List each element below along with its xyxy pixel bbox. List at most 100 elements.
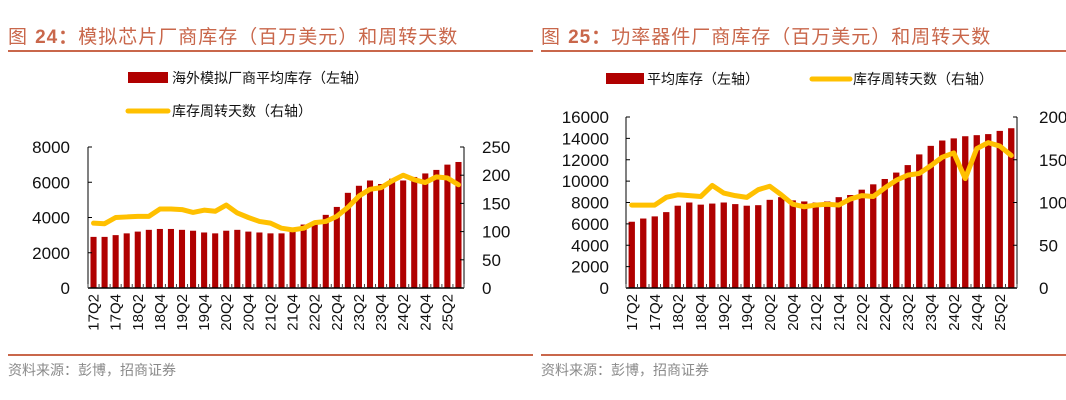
source-note: 资料来源：彭博，招商证券 — [541, 363, 709, 379]
bar — [433, 169, 440, 288]
bar — [950, 138, 957, 288]
y-right-tick-label: 50 — [482, 251, 501, 270]
title-text: 模拟芯片厂商库存（百万美元）和周转天数 — [78, 26, 459, 48]
bar — [732, 204, 739, 288]
bar — [400, 180, 407, 288]
chart-title: 图 25：功率器件厂商库存（百万美元）和周转天数 — [541, 22, 991, 49]
bar — [686, 202, 693, 288]
title-prefix: 图 — [541, 26, 562, 48]
bar — [743, 205, 750, 288]
bar — [663, 212, 670, 288]
y-right-tick-label: 150 — [482, 194, 510, 213]
bar — [422, 173, 429, 288]
legend-label: 库存周转天数（右轴） — [172, 104, 312, 120]
bar — [651, 216, 658, 288]
bar — [123, 233, 130, 288]
bar — [789, 200, 796, 288]
x-tick-label: 24Q4 — [417, 294, 434, 331]
y-right-tick-label: 50 — [1039, 236, 1058, 255]
y-left-tick-label: 14000 — [562, 129, 609, 148]
chart-panel-analog: 图 24：模拟芯片厂商库存（百万美元）和周转天数 海外模拟厂商平均库存（左轴） 库… — [8, 0, 533, 400]
legend-label: 平均库存（左轴） — [647, 72, 759, 88]
x-tick-label: 23Q2 — [351, 294, 368, 331]
y-right-tick-label: 200 — [1039, 108, 1066, 127]
bar — [893, 172, 900, 288]
bar — [778, 197, 785, 288]
bar — [90, 236, 97, 288]
bar — [245, 231, 252, 288]
bar — [824, 201, 831, 288]
x-tick-label: 22Q4 — [877, 294, 894, 331]
bar — [973, 135, 980, 288]
y-left-tick-label: 8000 — [32, 138, 70, 157]
bar — [289, 231, 296, 288]
line-points — [631, 142, 1012, 207]
source-divider — [541, 354, 1066, 356]
x-tick-label: 19Q4 — [739, 294, 756, 331]
x-tick-label: 20Q2 — [762, 294, 779, 331]
bar — [812, 202, 819, 288]
legend: 平均库存（左轴） 库存周转天数（右轴） — [606, 72, 993, 88]
line-points — [93, 175, 459, 231]
y-right-tick-label: 150 — [1039, 151, 1066, 170]
x-tick-label: 20Q2 — [218, 294, 235, 331]
y-left-tick-label: 0 — [61, 279, 70, 298]
x-tick-label: 21Q2 — [262, 294, 279, 331]
x-tick-label: 22Q4 — [329, 294, 346, 331]
x-tick-label: 19Q2 — [716, 294, 733, 331]
y-left-tick-label: 2000 — [571, 258, 609, 277]
bar — [234, 229, 241, 288]
y-right-tick-label: 200 — [482, 166, 510, 185]
bar — [112, 235, 119, 288]
bar — [674, 205, 681, 288]
bar — [870, 184, 877, 288]
x-tick-label: 18Q4 — [152, 294, 169, 331]
axes: 0 2000 4000 6000 8000 0 50 100 150 200 250 17Q2 17Q4… — [32, 138, 510, 331]
chart-title: 图 24：模拟芯片厂商库存（百万美元）和周转天数 — [8, 22, 458, 49]
bar — [344, 192, 351, 288]
x-tick-label: 17Q2 — [86, 294, 103, 331]
x-tick-label: 23Q4 — [923, 294, 940, 331]
bar — [322, 214, 329, 288]
bar-series — [628, 128, 1015, 288]
bar — [101, 236, 108, 288]
bar — [201, 232, 208, 288]
title-prefix: 图 — [8, 26, 29, 48]
bar — [858, 189, 865, 288]
bar — [267, 233, 274, 288]
bar — [223, 230, 230, 288]
bar — [278, 233, 285, 288]
bar — [300, 224, 307, 288]
x-tick-label: 21Q4 — [285, 294, 302, 331]
bar — [628, 221, 635, 288]
bar — [455, 161, 462, 288]
x-tick-label: 17Q4 — [647, 294, 664, 331]
legend: 海外模拟厂商平均库存（左轴） 库存周转天数（右轴） — [125, 71, 368, 120]
bar — [333, 206, 340, 288]
bar — [904, 165, 911, 288]
x-tick-label: 24Q4 — [969, 294, 986, 331]
x-tick-label: 25Q2 — [439, 294, 456, 331]
bar — [709, 203, 716, 288]
x-tick-label: 20Q4 — [240, 294, 257, 331]
y-left-tick-label: 4000 — [571, 236, 609, 255]
y-right-tick-label: 0 — [482, 279, 491, 298]
x-tick-label: 24Q2 — [946, 294, 963, 331]
x-tick-label: 18Q2 — [670, 294, 687, 331]
bar — [916, 154, 923, 288]
figure-number: 24： — [35, 27, 79, 48]
bar — [1008, 128, 1015, 288]
x-tick-label: 19Q2 — [174, 294, 191, 331]
y-left-tick-label: 2000 — [32, 244, 70, 263]
bar — [801, 201, 808, 288]
legend-bar-swatch — [606, 73, 644, 84]
bar — [927, 145, 934, 288]
bar — [311, 221, 318, 288]
title-divider — [541, 50, 1066, 52]
bar — [190, 230, 197, 288]
y-left-tick-label: 10000 — [562, 172, 609, 191]
axes: 0 2000 4000 6000 8000 10000 12000 14000 16000 0 50… — [562, 108, 1066, 331]
bar — [755, 205, 762, 288]
source-note: 资料来源：彭博，招商证券 — [8, 363, 176, 379]
chart-analog-inventory: 海外模拟厂商平均库存（左轴）库存周转天数（右轴）0200040006000800… — [32, 71, 510, 331]
